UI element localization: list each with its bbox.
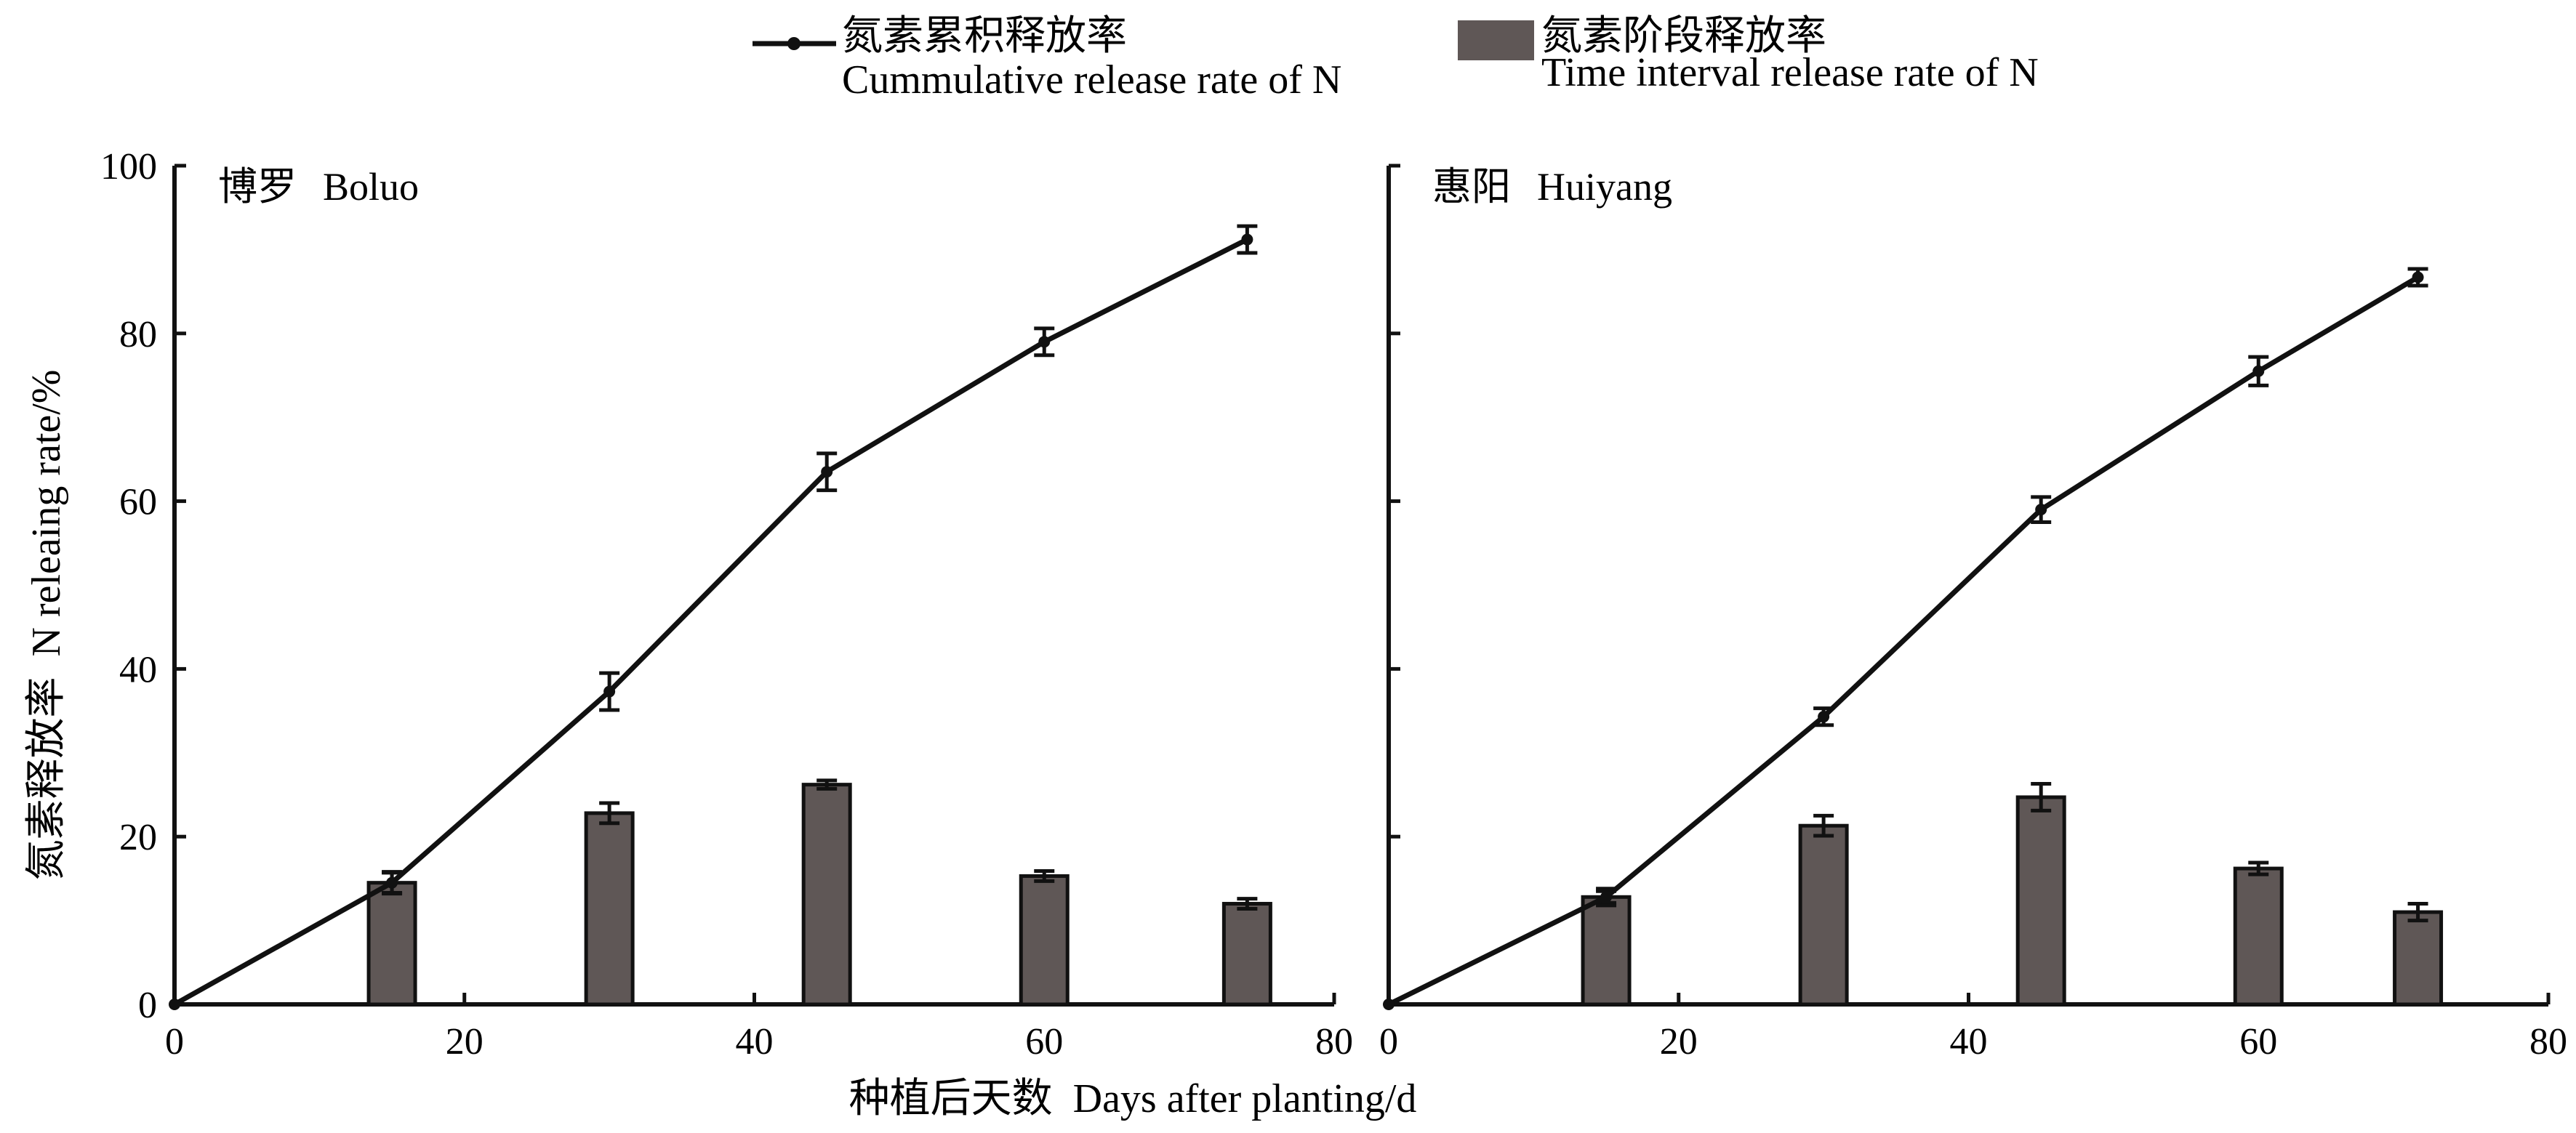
line-point [821,466,833,478]
x-axis-label-en: Days after planting/d [1073,1076,1417,1121]
x-tick-label: 40 [736,1021,774,1063]
y-tick-label: 100 [100,146,157,188]
legend-bar-swatch [1458,20,1534,60]
line-point [1818,711,1830,723]
bar [1798,823,1849,1007]
y-tick-label: 80 [119,314,157,355]
cumulative-line [173,237,1248,1007]
x-tick-label: 80 [2529,1021,2567,1063]
panel-title: 惠阳 Huiyang [1432,164,1672,209]
legend-interval-zh: 氮素阶段释放率 [1541,12,1826,60]
bar [2015,795,2066,1007]
y-tick-label: 40 [119,649,157,690]
line-point [2252,365,2265,377]
bar [2233,866,2284,1007]
line-point [603,685,616,698]
bar [1221,902,1272,1007]
line-point [1038,336,1051,348]
line-point [386,876,398,889]
line-point [2035,504,2047,516]
y-axis-label-zh: 氮素释放率 [23,677,70,880]
panel-title-zh: 惠阳 [1432,164,1511,209]
bar [801,783,852,1007]
line-point [2412,271,2424,283]
line-point [1600,891,1613,903]
y-axis-label: 氮素释放率 N releaing rate/% [23,370,70,881]
line-point [169,999,180,1010]
y-tick-label: 60 [119,482,157,523]
bar [1581,895,1632,1007]
bar [1019,874,1070,1007]
x-tick-label: 60 [1025,1021,1063,1063]
x-axis-label-zh: 种植后天数 [849,1075,1053,1122]
legend: 氮素累积释放率 Cummulative release rate of N 氮素… [753,12,2039,102]
y-tick-label: 20 [119,817,157,858]
legend-cumulative-zh: 氮素累积释放率 [842,12,1127,60]
bar [366,881,417,1007]
x-tick-label: 80 [1315,1021,1353,1063]
x-tick-label: 40 [1950,1021,1988,1063]
x-tick-label: 0 [1379,1021,1398,1063]
x-tick-label: 0 [165,1021,184,1063]
panel-title-en: Huiyang [1537,165,1672,209]
line-point [1241,233,1253,246]
x-tick-label: 20 [1660,1021,1698,1063]
y-tick-label: 0 [138,985,157,1026]
bar [2393,910,2444,1007]
x-tick-label: 60 [2239,1021,2277,1063]
legend-interval-en: Time interval release rate of N [1541,50,2039,95]
panel-title-en: Boluo [323,165,419,209]
panel-title: 博罗 Boluo [218,164,419,209]
x-axis-label: 种植后天数 Days after planting/d [849,1075,1417,1122]
line-point [1383,999,1395,1010]
cumulative-line [1387,275,2420,1007]
legend-line-marker [787,37,801,50]
y-axis-label-en: N releaing rate/% [24,370,69,657]
legend-cumulative-en: Cummulative release rate of N [842,57,1341,102]
bar [584,811,635,1007]
x-tick-label: 20 [446,1021,483,1063]
panel-boluo: 0 20 40 60 80 100 0 20 40 60 80 博罗 Boluo [100,146,1353,1063]
panel-title-zh: 博罗 [218,164,297,209]
panel-huiyang: 0 20 40 60 80 惠阳 Huiyang [1379,164,2567,1063]
